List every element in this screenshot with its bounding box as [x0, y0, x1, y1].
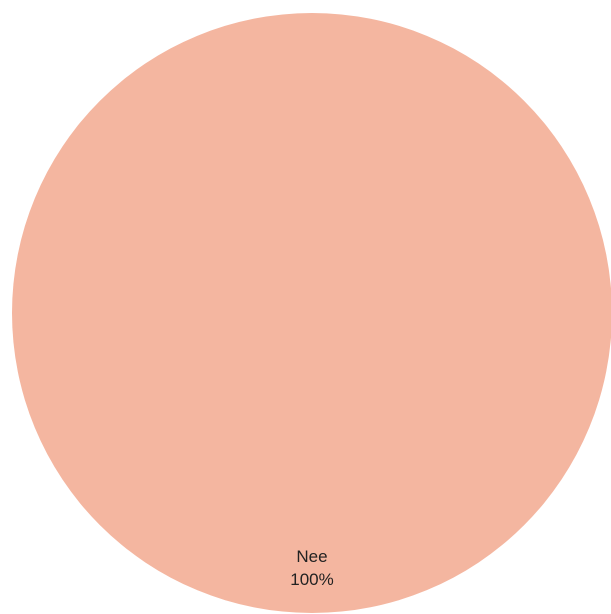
pie-slice-nee: [12, 13, 611, 613]
pie-slice-label: Nee: [296, 547, 327, 566]
pie-slice-percent-label: 100%: [290, 570, 333, 589]
slices-layer: [12, 13, 611, 613]
labels-layer: Nee 100%: [290, 547, 333, 589]
